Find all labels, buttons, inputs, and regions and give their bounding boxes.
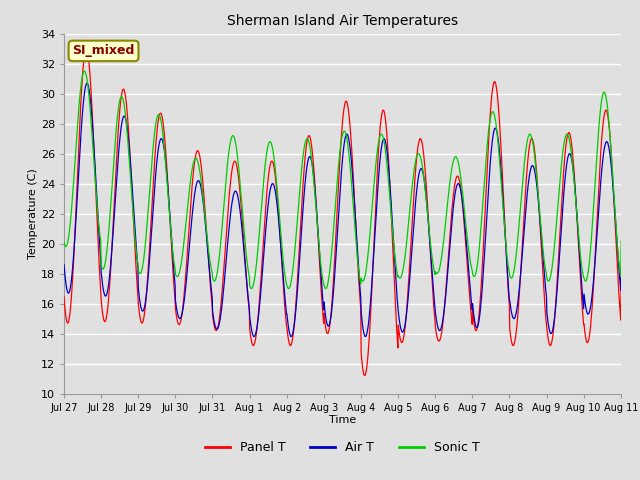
Y-axis label: Temperature (C): Temperature (C) <box>28 168 38 259</box>
Legend: Panel T, Air T, Sonic T: Panel T, Air T, Sonic T <box>200 436 485 459</box>
X-axis label: Time: Time <box>329 415 356 425</box>
Title: Sherman Island Air Temperatures: Sherman Island Air Temperatures <box>227 14 458 28</box>
Text: SI_mixed: SI_mixed <box>72 44 135 58</box>
